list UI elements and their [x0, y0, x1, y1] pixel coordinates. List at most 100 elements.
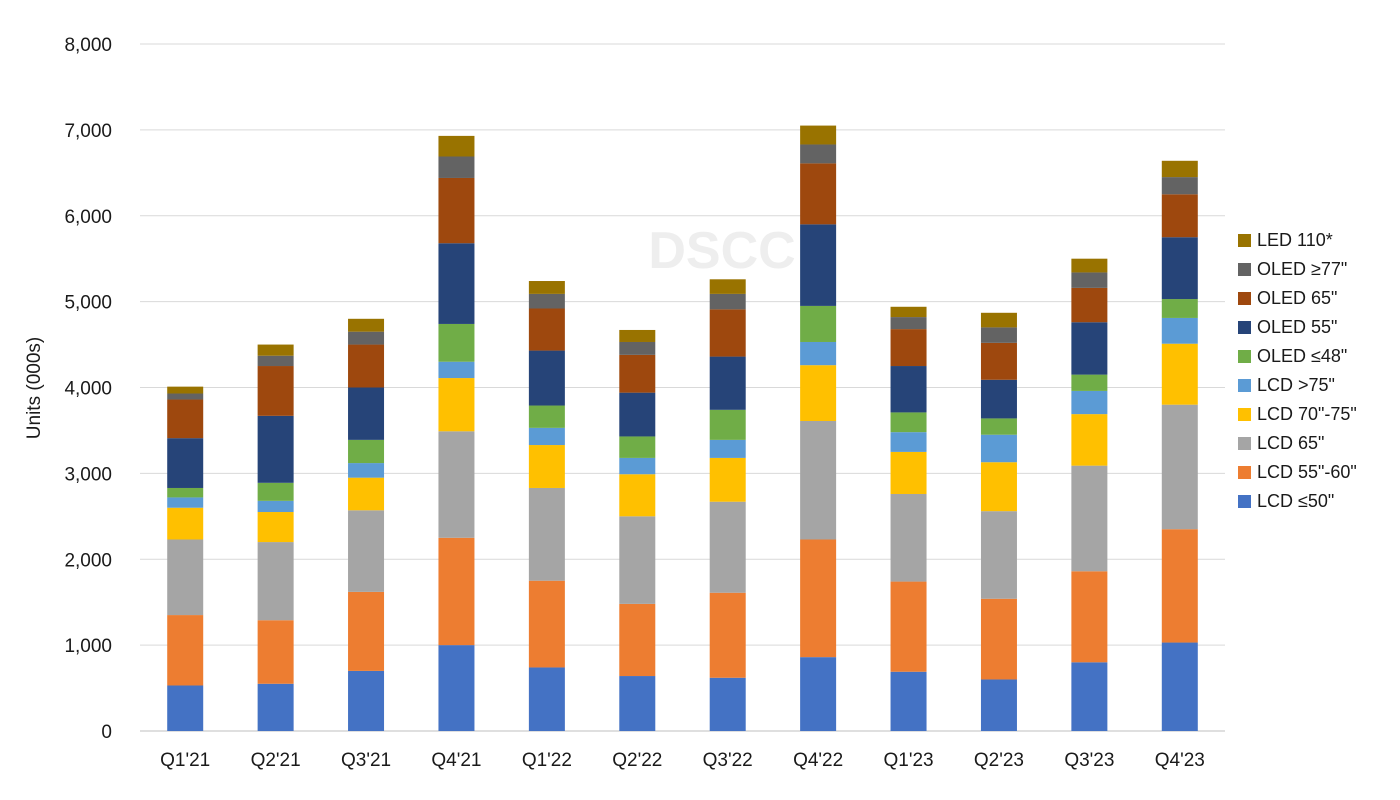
bar-segment — [167, 539, 204, 616]
bar-segment — [1161, 317, 1198, 344]
bar-segment — [800, 657, 837, 731]
bar-segment — [528, 667, 565, 731]
bar-segment — [528, 350, 565, 406]
legend-label: OLED 55" — [1257, 317, 1338, 337]
bar-segment — [980, 434, 1017, 463]
bar-segment — [800, 163, 837, 225]
bar-segment — [890, 671, 927, 731]
legend-item: LED 110* — [1238, 226, 1400, 255]
x-tick-label: Q4'23 — [1155, 750, 1205, 771]
legend-item: LCD 55"-60" — [1238, 458, 1400, 487]
x-tick-label: Q4'21 — [431, 750, 481, 771]
bar-segment — [890, 329, 927, 367]
bar-segment — [167, 386, 204, 394]
bar-segment — [1161, 343, 1198, 405]
bar-segment — [800, 341, 837, 366]
bar-segment — [800, 224, 837, 306]
bar-segment — [890, 493, 927, 582]
legend-swatch — [1238, 495, 1251, 508]
legend-label: LCD ≤50" — [1257, 491, 1335, 511]
legend-item: LCD 70"-75" — [1238, 400, 1400, 429]
bar-segment — [1161, 177, 1198, 195]
x-tick-label: Q2'22 — [612, 750, 662, 771]
x-tick-label: Q1'21 — [160, 750, 210, 771]
legend-label: LCD 70"-75" — [1257, 404, 1357, 424]
legend-swatch — [1238, 350, 1251, 363]
bar-segment — [709, 439, 746, 458]
legend-swatch — [1238, 234, 1251, 247]
bar-segment — [348, 463, 385, 478]
bar-segment — [257, 355, 294, 367]
legend-swatch — [1238, 437, 1251, 450]
legend-label: LED 110* — [1257, 230, 1333, 250]
legend-swatch — [1238, 292, 1251, 305]
bar-segment — [619, 474, 656, 517]
bar-segment — [980, 679, 1017, 731]
legend-item: LCD ≤50" — [1238, 487, 1400, 516]
bar-segment — [167, 438, 204, 488]
bar-segment — [709, 457, 746, 502]
bar-segment — [1071, 374, 1108, 391]
y-tick-label: 8,000 — [64, 35, 112, 56]
x-tick-label: Q1'22 — [522, 750, 572, 771]
bar-segment — [1161, 299, 1198, 318]
bar-segment — [800, 539, 837, 658]
bar-segment — [890, 451, 927, 494]
bar-segment — [528, 427, 565, 446]
bar-segment — [528, 293, 565, 309]
bar-segment — [619, 603, 656, 677]
bar-segment — [438, 537, 475, 646]
legend-swatch — [1238, 321, 1251, 334]
bar-segment — [528, 487, 565, 581]
bar-segment — [1071, 258, 1108, 273]
bar-segment — [348, 439, 385, 464]
bar-segment — [619, 392, 656, 437]
bar-segment — [257, 366, 294, 416]
legend-item: OLED 55" — [1238, 313, 1400, 342]
bar-segment — [1071, 662, 1108, 731]
y-tick-label: 2,000 — [64, 550, 112, 571]
y-axis-ticks: 0 1,000 2,000 3,000 4,000 5,000 6,000 7,000 8,00… — [64, 35, 112, 743]
bar-segment — [167, 507, 204, 540]
bar-segment — [709, 356, 746, 410]
bar-segment — [890, 412, 927, 433]
bar-segment — [619, 457, 656, 475]
bar-segment — [800, 365, 837, 421]
bar-segment — [980, 598, 1017, 680]
bar-segment — [1071, 571, 1108, 663]
bar-segment — [1161, 237, 1198, 300]
bar-segment — [348, 591, 385, 671]
legend-label: LCD 65" — [1257, 433, 1325, 453]
y-tick-label: 5,000 — [64, 293, 112, 314]
bar-segment — [257, 683, 294, 731]
x-tick-label: Q3'21 — [341, 750, 391, 771]
bar-segment — [438, 645, 475, 731]
bar-segment — [619, 516, 656, 604]
bar-segment — [1071, 287, 1108, 323]
bar-segment — [1071, 390, 1108, 415]
bar-segment — [1161, 642, 1198, 731]
bar-segment — [709, 293, 746, 310]
legend-label: LCD 55"-60" — [1257, 462, 1357, 482]
bar-segment — [1071, 272, 1108, 288]
bar-segment — [709, 309, 746, 357]
bar-segment — [619, 354, 656, 393]
bar-segment — [257, 512, 294, 543]
gridlines — [140, 43, 1225, 732]
bar-segment — [709, 592, 746, 678]
bar-segment — [348, 387, 385, 440]
legend-item: OLED 65" — [1238, 284, 1400, 313]
bar-segment — [709, 677, 746, 731]
bar-segment — [800, 144, 837, 164]
bar-segment — [619, 676, 656, 731]
legend-item: LCD >75" — [1238, 371, 1400, 400]
bar-segment — [1161, 529, 1198, 643]
bar-segment — [528, 308, 565, 351]
bar-segment — [709, 279, 746, 294]
bar-segment — [438, 243, 475, 324]
bar-segment — [980, 379, 1017, 419]
bar-segment — [348, 344, 385, 388]
bar-segment — [438, 135, 475, 157]
bar-segment — [438, 156, 475, 178]
